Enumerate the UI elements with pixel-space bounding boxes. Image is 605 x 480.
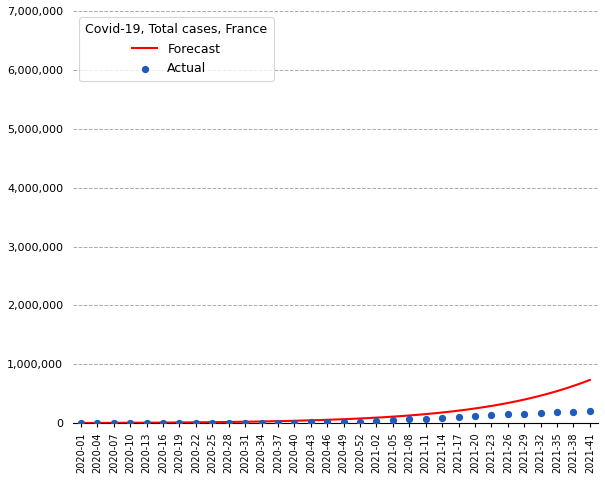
Actual bbox=[273, 419, 283, 426]
Actual bbox=[208, 419, 217, 427]
Actual bbox=[470, 412, 480, 420]
Actual bbox=[257, 419, 266, 427]
Actual bbox=[159, 419, 168, 427]
Forecast bbox=[574, 382, 581, 387]
Actual bbox=[569, 408, 578, 416]
Actual bbox=[552, 408, 562, 416]
Forecast bbox=[353, 416, 360, 421]
Actual bbox=[191, 419, 201, 427]
Actual bbox=[240, 419, 250, 427]
Actual bbox=[109, 419, 119, 427]
Actual bbox=[322, 419, 332, 426]
Actual bbox=[519, 410, 529, 418]
Actual bbox=[536, 409, 546, 417]
Actual bbox=[93, 419, 102, 427]
Forecast bbox=[586, 377, 594, 383]
Actual bbox=[224, 419, 234, 427]
Forecast bbox=[494, 402, 502, 408]
Legend: Forecast, Actual: Forecast, Actual bbox=[79, 17, 273, 81]
Actual bbox=[421, 415, 431, 422]
Actual bbox=[142, 419, 151, 427]
Forecast bbox=[319, 417, 326, 423]
Actual bbox=[125, 419, 135, 427]
Forecast bbox=[77, 420, 85, 426]
Actual bbox=[405, 416, 414, 423]
Forecast bbox=[322, 417, 329, 423]
Actual bbox=[371, 417, 381, 425]
Actual bbox=[437, 414, 447, 421]
Actual bbox=[339, 418, 348, 426]
Actual bbox=[290, 419, 299, 426]
Actual bbox=[306, 419, 316, 426]
Actual bbox=[454, 413, 463, 420]
Actual bbox=[388, 416, 397, 424]
Actual bbox=[601, 407, 605, 414]
Actual bbox=[486, 411, 496, 419]
Actual bbox=[585, 407, 595, 415]
Actual bbox=[175, 419, 185, 427]
Actual bbox=[503, 410, 512, 418]
Actual bbox=[355, 418, 365, 425]
Actual bbox=[76, 420, 86, 427]
Forecast bbox=[380, 414, 387, 420]
Line: Forecast: Forecast bbox=[81, 380, 590, 423]
